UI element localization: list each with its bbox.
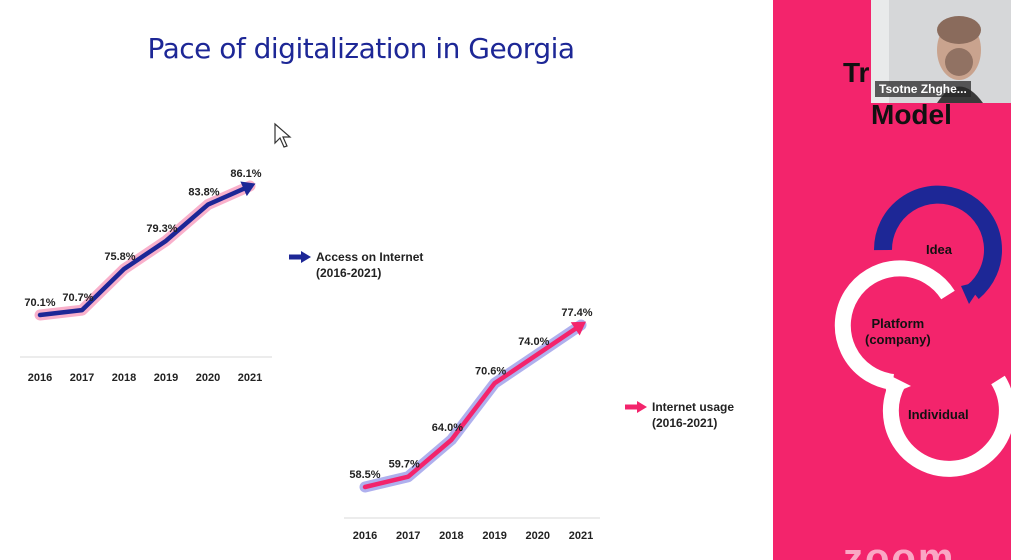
arrow-right-icon: [625, 401, 647, 413]
usage-series-line: [362, 322, 584, 490]
side-title-line1: Tr: [843, 57, 870, 88]
access-tick-label: 2021: [238, 372, 262, 384]
usage-data-label: 70.6%: [475, 365, 506, 377]
usage-tick-label: 2019: [482, 530, 506, 542]
zoom-watermark: zoom: [843, 536, 956, 560]
access-tick-label: 2017: [70, 372, 94, 384]
usage-data-label: 59.7%: [389, 459, 420, 471]
charts-canvas: 70.1% 70.7% 75.8% 79.3% 83.8% 86.1% 2016 2017 20…: [20, 168, 600, 542]
idea-cycle-arrow: [873, 185, 1002, 299]
side-slide-title: Tr Model: [843, 52, 952, 136]
access-arrow-head: [240, 181, 256, 197]
side-title-line2: Model: [871, 99, 952, 130]
participant-video-tile[interactable]: Tsotne Zhghe...: [871, 0, 1011, 103]
slide-title: Pace of digitalization in Georgia: [147, 32, 575, 65]
cycle-label-individual: Individual: [908, 407, 969, 422]
access-tick-label: 2019: [154, 372, 178, 384]
usage-legend-label: Internet usage (2016-2021): [652, 400, 735, 430]
access-data-label: 75.8%: [104, 251, 135, 263]
usage-data-label: 58.5%: [349, 469, 380, 481]
platform-cycle-arrow: [834, 260, 955, 390]
access-data-label: 70.7%: [62, 292, 93, 304]
usage-data-label: 74.0%: [518, 336, 549, 348]
individual-cycle-arrow: [882, 375, 1011, 477]
access-data-label: 86.1%: [230, 168, 261, 180]
mouse-pointer-icon: [274, 122, 292, 148]
side-slide-panel: Tr Model Idea Platform (company) Individu…: [773, 0, 1011, 560]
usage-data-label: 64.0%: [432, 422, 463, 434]
usage-tick-label: 2016: [353, 530, 377, 542]
access-data-label: 70.1%: [24, 297, 55, 309]
participant-name: Tsotne Zhghe...: [875, 81, 971, 97]
access-tick-label: 2016: [28, 372, 52, 384]
usage-tick-label: 2021: [569, 530, 593, 542]
access-tick-label: 2020: [196, 372, 220, 384]
usage-tick-label: 2020: [526, 530, 550, 542]
usage-arrow-head: [570, 321, 586, 336]
access-series-line: [37, 183, 253, 318]
usage-tick-label: 2017: [396, 530, 420, 542]
access-tick-label: 2018: [112, 372, 136, 384]
access-data-label: 83.8%: [188, 187, 219, 199]
arrow-right-icon: [289, 251, 311, 263]
cycle-label-platform: Platform (company): [865, 316, 931, 347]
access-data-label: 79.3%: [146, 223, 177, 235]
access-legend-label: Access on Internet (2016-2021): [316, 250, 424, 280]
usage-data-label: 77.4%: [561, 307, 592, 319]
platform-cycle-diagram: [834, 185, 1011, 477]
presentation-slide: Pace of digitalization in Georgia 70.1% 7…: [20, 32, 735, 542]
usage-tick-label: 2018: [439, 530, 463, 542]
arrow-head-icon: [961, 280, 985, 304]
cycle-label-idea: Idea: [926, 242, 953, 257]
